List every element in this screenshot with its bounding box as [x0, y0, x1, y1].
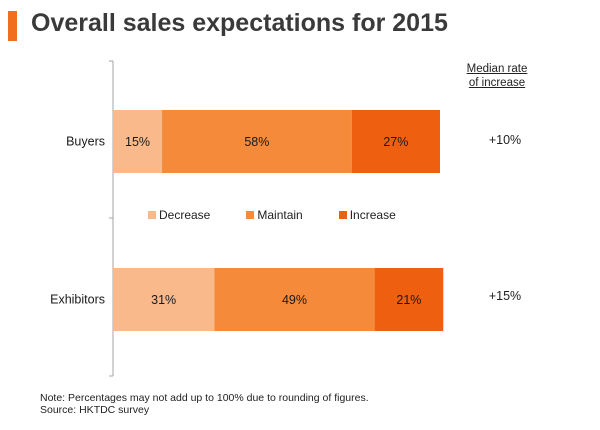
bar-segment-increase — [351, 110, 440, 173]
footnote: Note: Percentages may not add up to 100%… — [40, 392, 369, 416]
median-rate-header: Median rate of increase — [452, 62, 542, 90]
title-accent-bar — [8, 11, 17, 41]
legend-item-decrease: Decrease — [148, 208, 210, 222]
category-label: Buyers — [66, 135, 105, 149]
median-header-line1: Median rate — [466, 63, 528, 75]
bar-segment-decrease — [113, 268, 215, 331]
legend-label-decrease: Decrease — [159, 208, 211, 222]
legend-swatch-maintain — [246, 211, 255, 219]
legend-label-increase: Increase — [349, 208, 396, 222]
footnote-source: Source: HKTDC survey — [40, 404, 150, 416]
data-label: 49% — [282, 293, 307, 307]
legend-swatch-decrease — [148, 211, 156, 219]
median-value-exhibitors: +15% — [488, 289, 522, 303]
chart-title: Overall sales expectations for 2015 — [31, 9, 448, 37]
category-label: Exhibitors — [50, 293, 105, 307]
bar-segment-decrease — [113, 110, 163, 173]
bar-segment-increase — [374, 268, 444, 331]
legend-label-maintain: Maintain — [257, 208, 303, 222]
data-label: 58% — [244, 135, 269, 149]
footnote-note: Note: Percentages may not add up to 100%… — [40, 392, 369, 404]
legend-item-increase: Increase — [338, 208, 396, 222]
legend-swatch-increase — [338, 211, 347, 219]
data-label: 15% — [125, 135, 150, 149]
data-label: 21% — [396, 293, 421, 307]
legend: Decrease Maintain Increase — [148, 208, 432, 222]
legend-item-maintain: Maintain — [246, 208, 303, 222]
bar-segment-maintain — [162, 110, 352, 173]
bar-segment-maintain — [214, 268, 375, 331]
median-header-line2: of increase — [468, 77, 526, 89]
data-label: 27% — [383, 135, 408, 149]
median-value-buyers: +10% — [488, 133, 522, 147]
data-label: 31% — [151, 293, 176, 307]
